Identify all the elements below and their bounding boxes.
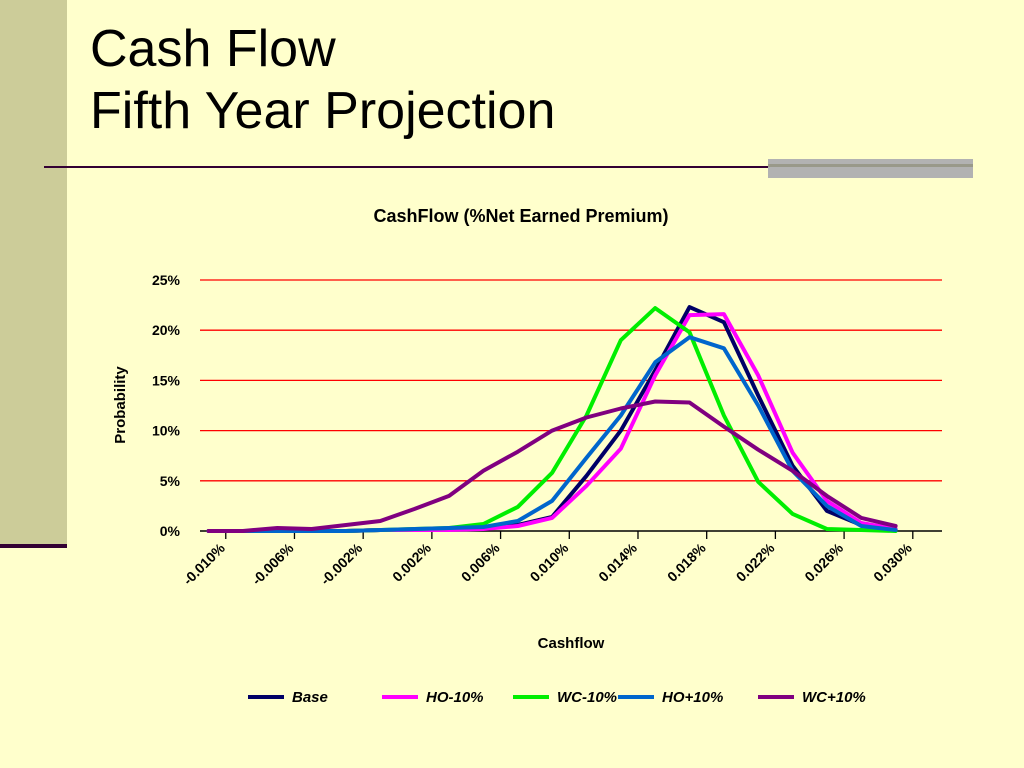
x-tick-label: 0.002% bbox=[389, 539, 434, 584]
slide-title-line-2: Fifth Year Projection bbox=[90, 82, 556, 140]
chart-title: CashFlow (%Net Earned Premium) bbox=[373, 206, 668, 226]
x-tick-label: -0.006% bbox=[248, 539, 297, 588]
legend-label: WC+10% bbox=[802, 689, 866, 706]
y-axis-label: Probability bbox=[112, 366, 129, 444]
x-tick-label: 0.022% bbox=[733, 539, 778, 584]
gridlines bbox=[200, 279, 942, 482]
x-tick-label: 0.030% bbox=[870, 539, 915, 584]
y-tick-label: 5% bbox=[160, 473, 181, 489]
series-lines bbox=[206, 305, 898, 533]
x-tick-label: 0.006% bbox=[458, 539, 503, 584]
x-tick-label: -0.002% bbox=[317, 539, 366, 588]
slide-side-rule bbox=[0, 544, 67, 548]
legend: Base HO-10% WC-10% HO+10% WC+10% bbox=[248, 689, 866, 706]
y-tick-label: 20% bbox=[152, 322, 181, 338]
y-tick-label: 10% bbox=[152, 423, 181, 439]
series-line-wc-10 bbox=[206, 399, 898, 533]
series-line-wc-10 bbox=[206, 306, 898, 533]
title-divider bbox=[44, 166, 771, 168]
legend-label: HO-10% bbox=[426, 689, 484, 706]
x-tick-label: -0.010% bbox=[180, 539, 229, 588]
x-axis-label: Cashflow bbox=[538, 635, 605, 652]
slide-title-line-1: Cash Flow bbox=[90, 20, 336, 78]
x-tick-label: 0.014% bbox=[595, 539, 640, 584]
slide-side-bar bbox=[0, 0, 67, 545]
x-tick-label: 0.010% bbox=[527, 539, 572, 584]
legend-label: HO+10% bbox=[662, 689, 723, 706]
slide-title: Cash Flow Fifth Year Projection bbox=[90, 18, 555, 142]
x-tick-label: 0.018% bbox=[664, 539, 709, 584]
y-tick-label: 0% bbox=[160, 523, 181, 539]
y-tick-label: 25% bbox=[152, 272, 181, 288]
x-tick-label: 0.026% bbox=[801, 539, 846, 584]
legend-label: Base bbox=[292, 689, 328, 706]
series-line-base bbox=[206, 305, 898, 533]
accent-bar bbox=[768, 159, 973, 178]
y-tick-label: 15% bbox=[152, 372, 181, 388]
series-line-ho-10 bbox=[206, 335, 898, 533]
legend-label: WC-10% bbox=[557, 689, 617, 706]
